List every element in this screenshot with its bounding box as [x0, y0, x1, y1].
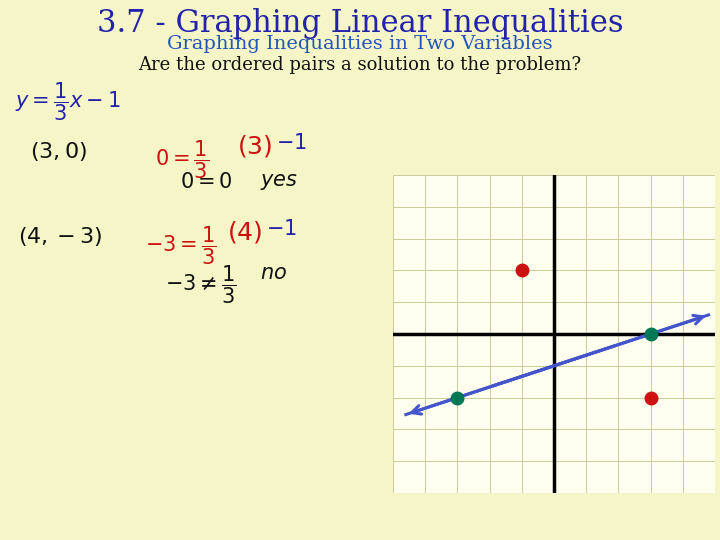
Text: $(3)$: $(3)$ — [237, 133, 272, 159]
Text: $-1$: $-1$ — [276, 133, 307, 153]
Text: $\mathit{yes}$: $\mathit{yes}$ — [260, 172, 298, 192]
Text: $(3,0)$: $(3,0)$ — [30, 140, 87, 163]
Text: $y = \dfrac{1}{3}x-1$: $y = \dfrac{1}{3}x-1$ — [15, 80, 121, 123]
Text: $(4)$: $(4)$ — [227, 219, 262, 245]
Text: $0=\dfrac{1}{3}$: $0=\dfrac{1}{3}$ — [155, 138, 210, 180]
Text: $\mathit{no}$: $\mathit{no}$ — [260, 263, 287, 283]
Text: $(4,-3)$: $(4,-3)$ — [18, 225, 102, 248]
Text: 3.7 - Graphing Linear Inequalities: 3.7 - Graphing Linear Inequalities — [96, 8, 624, 39]
Text: $0=0$: $0=0$ — [180, 172, 233, 192]
Text: Graphing Inequalities in Two Variables: Graphing Inequalities in Two Variables — [167, 35, 553, 53]
Text: $-3\neq\dfrac{1}{3}$: $-3\neq\dfrac{1}{3}$ — [165, 263, 237, 306]
Text: $-1$: $-1$ — [266, 219, 297, 239]
Text: Are the ordered pairs a solution to the problem?: Are the ordered pairs a solution to the … — [138, 56, 582, 74]
Text: $-3=\dfrac{1}{3}$: $-3=\dfrac{1}{3}$ — [145, 224, 217, 267]
